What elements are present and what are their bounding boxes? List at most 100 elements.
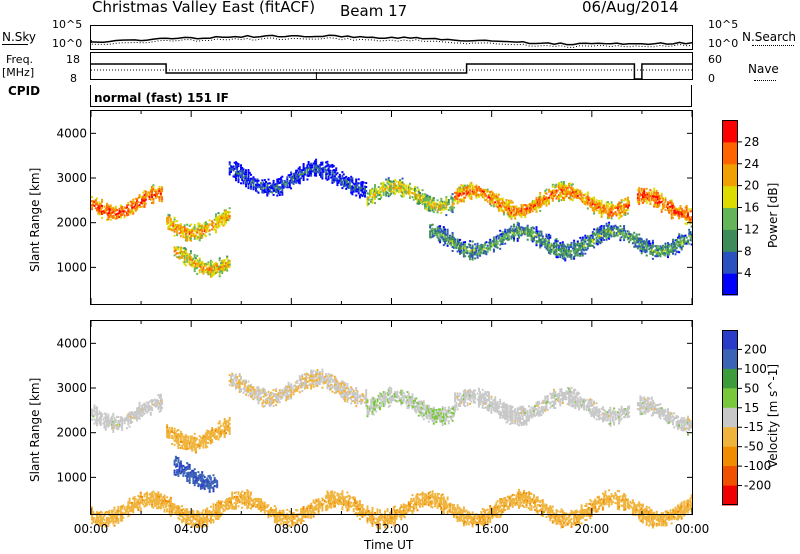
data-cell (593, 242, 596, 245)
data-cell (568, 248, 570, 251)
data-cell (252, 186, 255, 189)
data-cell (466, 186, 469, 189)
data-cell (171, 428, 174, 431)
data-cell (654, 199, 657, 202)
data-cell (293, 180, 296, 183)
data-cell (134, 203, 137, 206)
data-cell (263, 179, 266, 181)
data-cell (223, 434, 226, 436)
data-cell (502, 236, 505, 239)
data-cell (348, 184, 351, 187)
data-cell (216, 431, 219, 434)
data-cell (540, 196, 543, 199)
data-cell (199, 225, 202, 227)
data-cell (653, 195, 656, 198)
data-cell (684, 240, 687, 243)
data-cell (341, 388, 344, 391)
data-cell (243, 173, 246, 176)
data-cell (332, 169, 335, 172)
data-cell (340, 395, 343, 398)
data-cell (513, 212, 515, 215)
data-cell (157, 407, 160, 410)
data-cell (609, 230, 612, 233)
data-cell (560, 243, 563, 246)
data-cell (256, 178, 259, 181)
data-cell (209, 261, 212, 264)
data-cell (277, 188, 280, 191)
data-cell (384, 391, 386, 394)
data-cell (506, 213, 509, 216)
data-cell (370, 404, 373, 407)
data-cell (301, 171, 304, 174)
data-cell (526, 234, 529, 237)
data-cell (409, 190, 411, 193)
data-cell (341, 171, 344, 174)
data-cell (342, 177, 345, 180)
data-cell (189, 445, 192, 448)
data-cell (469, 183, 472, 186)
data-cell (328, 389, 331, 391)
data-cell (113, 208, 116, 211)
data-cell (677, 208, 679, 211)
data-cell (196, 272, 199, 275)
data-cell (207, 273, 210, 276)
data-cell (252, 188, 255, 191)
data-cell (198, 233, 201, 236)
data-cell (182, 253, 185, 256)
freq-trace (91, 63, 692, 80)
data-cell (351, 191, 354, 194)
data-cell (638, 233, 641, 236)
data-cell (103, 211, 106, 214)
data-cell (148, 408, 151, 411)
data-cell (454, 197, 457, 200)
data-cell (565, 193, 568, 196)
data-cell (682, 235, 684, 238)
data-cell (521, 213, 524, 216)
data-cell (108, 420, 111, 423)
data-cell (561, 241, 564, 244)
data-cell (635, 235, 638, 238)
data-cell (410, 191, 413, 194)
data-cell (513, 235, 515, 238)
data-cell (405, 400, 408, 403)
data-cell (649, 201, 652, 203)
data-cell (477, 193, 480, 196)
data-cell (574, 195, 577, 198)
data-cell (288, 384, 291, 387)
data-cell (603, 225, 606, 227)
data-cell (555, 191, 558, 194)
data-cell (446, 234, 449, 237)
data-cell (270, 391, 272, 394)
data-cell (267, 188, 270, 191)
data-cell (237, 384, 240, 387)
data-cell (454, 191, 457, 194)
data-cell (665, 245, 668, 248)
data-cell (186, 254, 189, 257)
data-cell (226, 424, 229, 427)
data-cell (92, 415, 95, 418)
data-cell (258, 184, 261, 187)
data-cell (117, 216, 120, 219)
data-cell (345, 387, 348, 390)
data-cell (342, 397, 345, 400)
data-cell (437, 239, 440, 242)
data-cell (534, 204, 537, 207)
data-cell (327, 177, 330, 180)
data-cell (502, 234, 505, 237)
data-cell (298, 168, 301, 171)
data-cell (178, 224, 181, 227)
data-cell (256, 180, 259, 183)
data-cell (184, 438, 187, 441)
data-cell (633, 237, 636, 240)
data-cell (209, 434, 212, 437)
data-cell (192, 258, 195, 260)
data-cell (395, 180, 398, 183)
data-cell (216, 437, 219, 440)
data-cell (673, 205, 676, 208)
data-cell (559, 242, 562, 245)
data-cell (653, 199, 656, 202)
data-cell (682, 215, 684, 218)
data-cell (154, 194, 157, 197)
data-cell (436, 203, 439, 206)
data-cell (521, 207, 524, 210)
